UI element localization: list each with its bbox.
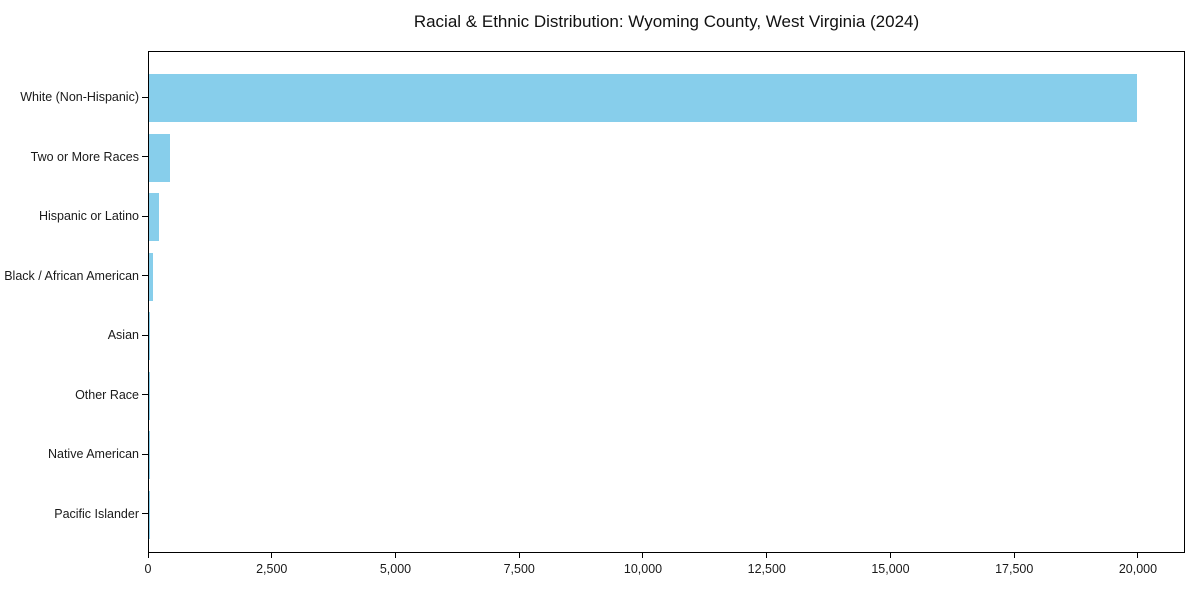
bar <box>149 74 1137 122</box>
y-tick-mark <box>142 453 148 455</box>
y-tick-label: Pacific Islander <box>54 506 139 521</box>
y-tick-label: White (Non-Hispanic) <box>20 90 139 104</box>
y-tick-label: Asian <box>107 328 139 343</box>
chart-title: Racial & Ethnic Distribution: Wyoming Co… <box>413 12 920 31</box>
x-tick-mark <box>271 553 273 558</box>
x-tick-label: 17,500 <box>995 562 1034 576</box>
y-tick-mark <box>142 215 148 217</box>
y-tick-label: Native American <box>47 447 139 462</box>
x-tick-mark <box>394 553 396 558</box>
x-tick-mark <box>147 553 149 558</box>
y-tick-label: Two or More Races <box>30 149 139 164</box>
x-tick-mark <box>518 553 520 558</box>
y-tick-mark <box>142 334 148 336</box>
y-tick-label: Hispanic or Latino <box>38 209 139 224</box>
x-tick-label: 20,000 <box>1118 562 1158 576</box>
bar <box>149 193 160 242</box>
x-tick-mark <box>1013 553 1015 558</box>
x-tick-label: 2,500 <box>256 562 288 576</box>
x-tick-label: 12,500 <box>747 562 786 576</box>
y-tick-mark <box>142 156 148 158</box>
y-tick-label: Black / African American <box>4 268 139 283</box>
y-tick-mark <box>142 275 148 277</box>
x-tick-label: 15,000 <box>871 562 910 576</box>
x-tick-label: 7,500 <box>503 562 535 576</box>
plot-area <box>148 51 1185 553</box>
bar <box>149 252 154 301</box>
bar <box>149 133 170 182</box>
x-tick-label: 0 <box>144 562 152 576</box>
x-tick-mark <box>766 553 768 558</box>
y-tick-mark <box>142 513 148 515</box>
x-tick-mark <box>1137 553 1139 558</box>
x-tick-mark <box>642 553 644 558</box>
y-tick-label: Other Race <box>75 387 139 402</box>
x-tick-label: 10,000 <box>623 562 663 576</box>
x-tick-mark <box>889 553 891 558</box>
y-tick-mark <box>142 394 148 396</box>
y-tick-mark <box>142 96 148 98</box>
x-tick-label: 5,000 <box>379 562 412 576</box>
